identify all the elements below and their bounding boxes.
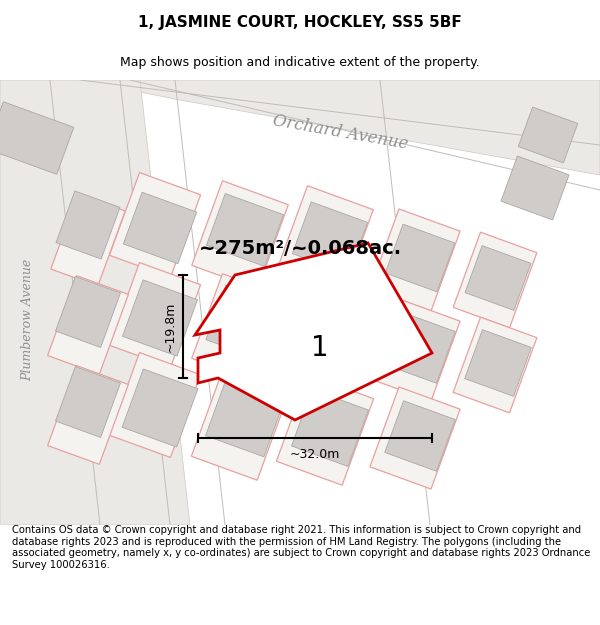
Polygon shape (292, 294, 368, 369)
Polygon shape (385, 401, 455, 471)
Text: Contains OS data © Crown copyright and database right 2021. This information is : Contains OS data © Crown copyright and d… (12, 525, 590, 570)
Polygon shape (47, 276, 128, 374)
Polygon shape (195, 243, 432, 420)
Polygon shape (370, 387, 460, 489)
Text: Plumberow Avenue: Plumberow Avenue (22, 259, 35, 381)
Polygon shape (0, 80, 190, 525)
Polygon shape (206, 379, 284, 457)
Text: ~19.8m: ~19.8m (163, 301, 176, 352)
Polygon shape (122, 369, 198, 447)
Polygon shape (501, 156, 569, 220)
Polygon shape (277, 375, 374, 485)
Polygon shape (385, 224, 455, 292)
Polygon shape (370, 299, 460, 401)
Polygon shape (51, 194, 125, 286)
Text: ~275m²/~0.068ac.: ~275m²/~0.068ac. (199, 239, 401, 258)
Polygon shape (277, 186, 373, 294)
Polygon shape (192, 181, 288, 289)
Polygon shape (56, 191, 120, 259)
Polygon shape (124, 192, 197, 264)
Polygon shape (292, 389, 368, 466)
Text: Map shows position and indicative extent of the property.: Map shows position and indicative extent… (120, 56, 480, 69)
Polygon shape (192, 274, 288, 382)
Polygon shape (465, 246, 531, 311)
Polygon shape (56, 366, 121, 438)
Polygon shape (370, 209, 460, 311)
Polygon shape (385, 312, 455, 383)
Polygon shape (191, 370, 289, 480)
Polygon shape (518, 107, 578, 163)
Polygon shape (0, 102, 74, 174)
Text: ~32.0m: ~32.0m (290, 448, 340, 461)
Text: 1, JASMINE COURT, HOCKLEY, SS5 5BF: 1, JASMINE COURT, HOCKLEY, SS5 5BF (138, 15, 462, 30)
Text: Orchard Avenue: Orchard Avenue (271, 112, 409, 152)
Polygon shape (292, 202, 368, 274)
Polygon shape (109, 352, 200, 458)
Polygon shape (453, 232, 537, 328)
Polygon shape (109, 262, 200, 368)
Polygon shape (277, 281, 373, 389)
Polygon shape (464, 329, 532, 396)
Polygon shape (80, 80, 600, 175)
Text: 1: 1 (311, 334, 329, 362)
Polygon shape (206, 285, 284, 361)
Polygon shape (56, 276, 121, 348)
Polygon shape (122, 280, 197, 356)
Polygon shape (206, 194, 284, 266)
Polygon shape (109, 173, 200, 278)
Polygon shape (47, 366, 128, 464)
Polygon shape (453, 317, 537, 413)
